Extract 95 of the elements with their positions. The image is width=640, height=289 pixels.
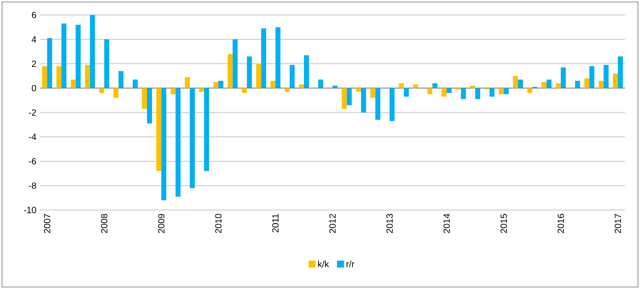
bar <box>204 88 210 171</box>
bar <box>318 80 324 88</box>
bar <box>256 64 262 88</box>
bar <box>232 39 238 88</box>
bar <box>427 88 432 94</box>
y-tick-label: -2 <box>28 109 36 116</box>
bar <box>375 88 380 120</box>
bar <box>47 38 52 88</box>
bar <box>432 83 438 88</box>
bar <box>542 82 547 88</box>
bar <box>132 80 138 88</box>
bar <box>475 88 480 100</box>
bar <box>261 28 266 88</box>
x-tick-label: 2008 <box>101 214 108 234</box>
bar <box>470 86 476 88</box>
bar <box>356 88 362 92</box>
bar <box>70 80 76 88</box>
bar <box>404 88 409 97</box>
x-tick-label: 2015 <box>500 214 507 234</box>
bar <box>398 83 404 88</box>
bar <box>342 88 347 109</box>
bar <box>184 77 190 88</box>
bar <box>512 76 518 88</box>
bar <box>275 27 280 88</box>
bar <box>147 88 152 124</box>
bar <box>161 88 166 200</box>
bar <box>113 88 118 98</box>
y-tick-label: 2 <box>32 60 36 67</box>
bar <box>118 71 124 88</box>
bar <box>612 74 618 88</box>
bar <box>361 88 366 112</box>
bar <box>84 64 90 88</box>
bar <box>290 64 295 88</box>
bar <box>604 64 609 88</box>
bar <box>575 80 580 88</box>
bar <box>304 55 309 88</box>
x-tick-label: 2012 <box>329 214 336 234</box>
bar <box>370 88 376 98</box>
bar <box>170 88 176 94</box>
bar <box>199 88 204 92</box>
bar <box>156 88 162 171</box>
bar <box>504 88 509 94</box>
bar <box>284 88 290 92</box>
bar <box>446 88 452 93</box>
y-tick-label: 6 <box>32 12 36 18</box>
bar <box>76 24 81 88</box>
x-tick-label: 2016 <box>558 214 564 234</box>
bar <box>598 80 604 88</box>
y-tick-label: -8 <box>28 182 36 189</box>
y-tick-label: -6 <box>28 158 36 164</box>
x-tick-label: 2009 <box>158 214 164 234</box>
x-tick-label: 2011 <box>272 214 279 232</box>
x-tick-label: 2007 <box>44 214 50 234</box>
x-tick-label: 2013 <box>386 214 393 234</box>
y-tick-label: 4 <box>32 36 36 42</box>
bar <box>460 88 466 100</box>
bar <box>498 88 504 94</box>
legend-label: k/k <box>318 260 330 268</box>
bar <box>332 86 338 88</box>
bar <box>99 88 104 93</box>
bar <box>228 54 233 88</box>
bar <box>246 56 252 88</box>
bar <box>213 82 218 88</box>
x-tick-label: 2010 <box>215 214 222 234</box>
x-tick-label: 2017 <box>614 214 622 234</box>
bar <box>176 88 181 197</box>
bar <box>390 88 395 122</box>
bar <box>190 88 195 188</box>
bar <box>442 88 447 97</box>
bar <box>104 39 110 88</box>
bar <box>546 80 552 88</box>
bar <box>413 84 418 88</box>
y-tick-label: -4 <box>28 134 36 140</box>
bar <box>270 80 276 88</box>
bar <box>560 67 566 88</box>
bar <box>142 88 148 109</box>
bar <box>584 78 590 88</box>
bar <box>218 80 224 88</box>
bar <box>618 56 623 88</box>
bar <box>556 83 561 88</box>
y-tick-label: 0 <box>32 84 36 92</box>
bar <box>242 88 247 93</box>
bar <box>489 88 494 97</box>
bar <box>518 80 523 88</box>
bar <box>346 88 352 106</box>
bar <box>56 66 62 88</box>
bar <box>527 88 532 93</box>
bar <box>90 15 95 88</box>
legend-label: r/r <box>346 260 354 268</box>
bar <box>589 66 594 88</box>
bar <box>42 66 48 88</box>
y-tick-label: -10 <box>24 206 36 214</box>
x-tick-label: 2014 <box>443 214 450 234</box>
bar <box>298 84 304 88</box>
bar <box>61 24 66 88</box>
